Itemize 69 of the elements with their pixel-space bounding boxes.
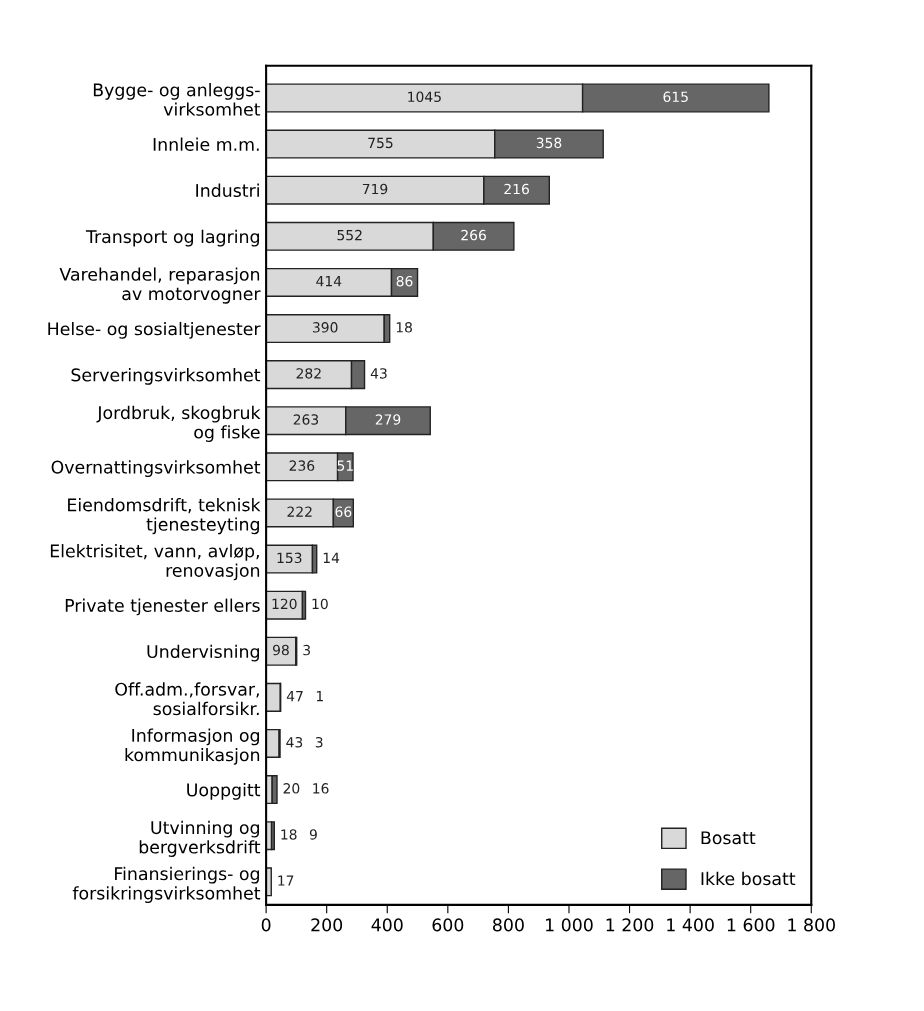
x-tick-label: 0 (261, 918, 271, 932)
x-tick-label: 1 200 (606, 918, 654, 932)
data-label: 10 (312, 598, 328, 610)
y-tick-label: Bygge- og anleggs- virksomhet (93, 82, 261, 116)
data-label: 153 (277, 552, 302, 564)
y-tick-label: Off.adm.,forsvar, sosialforsikr. (115, 682, 259, 716)
data-label: 552 (337, 229, 362, 241)
data-label: 43 (370, 368, 387, 379)
data-label: 16 (313, 783, 329, 794)
y-tick-label: Uoppgitt (187, 782, 261, 800)
data-label: 755 (368, 137, 393, 149)
data-label: 14 (323, 552, 340, 563)
bar (266, 682, 282, 712)
data-label: 222 (287, 506, 312, 517)
x-tick-label: 1 600 (727, 918, 775, 932)
data-label: 9 (309, 829, 317, 840)
data-label: 98 (272, 644, 289, 656)
data-label: 358 (536, 137, 562, 149)
x-tick-label: 600 (432, 918, 464, 932)
data-label: 86 (396, 275, 413, 287)
data-label: 1045 (408, 91, 441, 103)
data-label: 615 (663, 91, 688, 103)
y-tick-label: Finansierings- og forsikringsvirksomhet (72, 866, 261, 904)
data-label: 43 (286, 737, 303, 748)
data-label: 282 (296, 368, 321, 379)
legend-label: Ikke bosatt (701, 871, 796, 886)
x-tick-label: 1 800 (788, 918, 835, 932)
y-tick-label: Elektrisitet, vann, avløp, renovasjon (50, 544, 260, 581)
y-tick-label: Innleie m.m. (153, 137, 259, 151)
bar (271, 775, 278, 805)
x-tick-label: 400 (371, 918, 403, 932)
data-label: 17 (278, 875, 294, 886)
data-label: 279 (375, 414, 401, 425)
y-tick-label: Private tjenester ellers (65, 598, 260, 616)
y-tick-label: Utvinning og bergverksdrift (139, 820, 261, 857)
data-label: 120 (272, 598, 297, 610)
data-label: 236 (289, 460, 315, 471)
x-tick-label: 1 400 (667, 918, 714, 932)
x-tick-label: 1 000 (546, 918, 593, 932)
y-tick-label: Informasjon og kommunikasjon (125, 728, 260, 765)
x-tick-label: 200 (311, 918, 343, 932)
data-label: 20 (283, 783, 300, 794)
y-tick-label: Jordbruk, skogbruk og fiske (96, 405, 261, 442)
legend-label: Bosatt (701, 831, 756, 845)
data-label: 390 (312, 322, 338, 333)
data-label: 266 (461, 229, 486, 241)
bar (270, 821, 275, 851)
data-label: 18 (396, 322, 412, 333)
y-tick-label: Helse- og sosialtjenester (48, 321, 261, 339)
y-tick-label: Industri (196, 183, 259, 198)
y-tick-label: Transport og lagring (85, 229, 259, 247)
data-label: 3 (303, 644, 310, 656)
y-tick-label: Varehandel, reparasjon av motorvogner (59, 267, 261, 304)
y-tick-label: Undervisning (147, 644, 259, 662)
data-label: 216 (504, 183, 529, 195)
x-tick-label: 800 (493, 918, 524, 932)
data-label: 47 (286, 691, 303, 702)
y-tick-label: Serveringsvirksomhet (71, 368, 261, 385)
data-label: 1 (316, 691, 323, 702)
data-label: 263 (293, 414, 319, 425)
y-tick-label: Overnattingsvirksomhet (51, 460, 261, 478)
data-label: 66 (335, 506, 352, 517)
data-label: 719 (362, 183, 388, 195)
data-label: 3 (315, 737, 323, 748)
data-label: 414 (316, 276, 342, 287)
data-label: 51 (337, 460, 353, 471)
bar (266, 544, 314, 574)
data-label: 18 (281, 829, 297, 840)
y-tick-label: Eiendomsdrift, teknisk tjenesteyting (68, 497, 261, 535)
